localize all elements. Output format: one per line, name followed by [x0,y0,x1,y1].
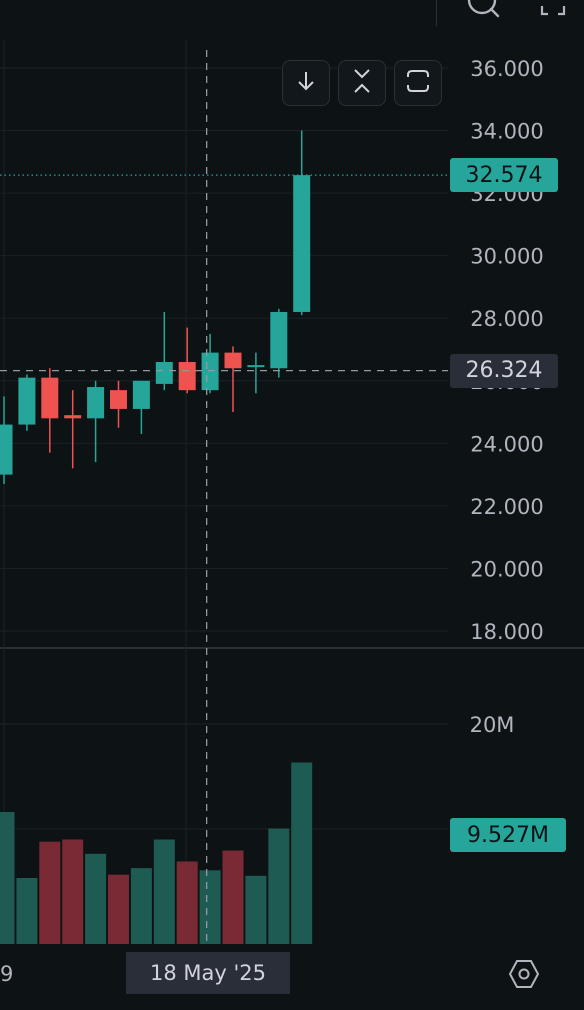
price-tick-label: 28.000 [470,307,543,331]
volume-bar [291,762,313,944]
price-tick-label: 34.000 [470,120,543,144]
volume-bar [85,853,107,944]
candle-up [87,387,105,419]
volume-bar [16,878,38,944]
time-axis-tick: 9 [0,962,14,986]
price-tick-label: 22.000 [470,495,543,519]
volume-bar [108,874,129,944]
price-tick-label: 18.000 [470,620,543,644]
candle-up [132,380,150,409]
frame-icon [405,68,431,98]
chart-overlays [0,50,448,944]
price-tick-label: 30.000 [470,245,543,269]
candle-up [201,352,219,391]
volume-bars [0,762,313,944]
volume-bar [153,839,175,944]
chart-vertical-grid [3,40,187,944]
volume-bar [130,868,152,944]
price-tick-label: 24.000 [470,432,543,456]
current-volume-label: 9.527M [450,818,566,852]
volume-bar [199,870,221,944]
volume-bar [39,841,61,944]
price-tick-label: 36.000 [470,57,543,81]
volume-bar [176,861,198,944]
candle-up [270,311,288,369]
auto-scale-button[interactable] [338,60,386,106]
candle-up [155,362,173,384]
crosshair-date-label: 18 May '25 [126,952,290,994]
expand-corners-icon[interactable] [540,0,566,26]
candle-down [110,390,127,409]
candle-up [0,424,13,475]
chart-grid [0,67,584,830]
volume-bar [245,875,267,944]
arrow-down-icon [295,69,317,97]
candle-down [178,362,196,391]
candle-down [64,415,82,419]
last-price-label: 32.574 [450,158,558,193]
candle-down [224,352,242,369]
collapse-icon [351,66,373,100]
settings-button[interactable] [508,958,540,994]
price-axis[interactable]: 36.00034.00032.00030.00028.00026.00024.0… [470,57,543,644]
volume-tick-label: 20M [470,713,515,737]
crosshair-price-label: 26.324 [450,353,558,388]
hexagon-gear-icon [508,960,540,994]
volume-bar [0,812,15,944]
candle-up [18,377,36,425]
volume-bar [222,850,244,944]
candles [0,130,311,484]
scroll-to-latest-button[interactable] [282,60,330,106]
fullscreen-button[interactable] [394,60,442,106]
top-separator [436,0,437,26]
price-tick-label: 20.000 [470,557,543,581]
candle-up [293,175,311,312]
candle-down [41,377,59,419]
volume-bar [268,828,290,944]
volume-axis[interactable]: 20M [470,713,515,737]
candle-up [247,365,265,368]
volume-bar [62,839,84,944]
magnifier-icon[interactable] [464,0,504,26]
